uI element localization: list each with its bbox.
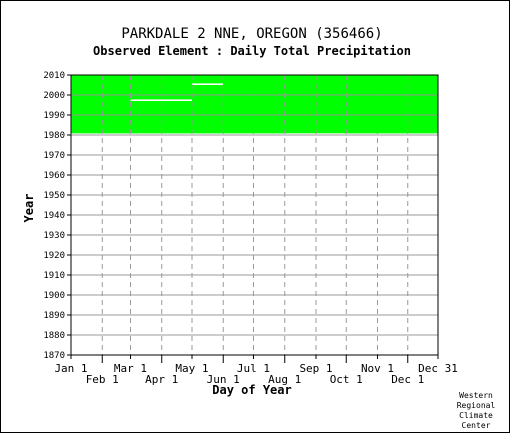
x-tick-label-upper-3: Jul 1 [237,362,270,375]
y-tick-label-2000: 2000 [43,91,65,101]
y-axis-label: Year [22,194,36,223]
y-tick-label-1990: 1990 [43,111,65,121]
x-tick-label-upper-2: May 1 [175,362,208,375]
x-tick-label-lower-3: Aug 1 [268,373,301,386]
chart-subtitle: Observed Element : Daily Total Precipita… [93,44,411,58]
chart-title: PARKDALE 2 NNE, OREGON (356466) [121,26,382,42]
credit-line-2: Regional [457,401,496,410]
y-tick-label-1880: 1880 [43,331,65,341]
y-tick-label-1890: 1890 [43,311,65,321]
credit-line-4: Center [462,421,491,430]
data-gap-1 [130,99,192,101]
x-tick-label-lower-4: Oct 1 [330,373,363,386]
x-tick-label-upper-5: Nov 1 [361,362,394,375]
data-gap-4 [316,133,347,135]
x-tick-label-upper-0: Jan 1 [54,362,87,375]
x-tick-label-lower-5: Dec 1 [391,373,424,386]
x-tick-label-upper-1: Mar 1 [114,362,147,375]
y-tick-label-1970: 1970 [43,151,65,161]
y-tick-label-1920: 1920 [43,251,65,261]
data-coverage [71,75,438,135]
data-gap-3 [284,133,317,135]
credit-line-3: Climate [459,411,493,420]
y-tick-label-1910: 1910 [43,271,65,281]
x-tick-label-lower-2: Jun 1 [207,373,240,386]
y-tick-label-2010: 2010 [43,71,65,81]
x-axis-label: Day of Year [212,383,291,397]
plot-area: 1870 1880 1890 1900 1910 1920 1930 1940 1950 1960… [43,71,458,386]
y-tick-label-1930: 1930 [43,231,65,241]
y-tick-label-1940: 1940 [43,211,65,221]
data-gap-0 [71,133,438,135]
y-tick-label-1980: 1980 [43,131,65,141]
y-tick-label-1870: 1870 [43,351,65,361]
y-tick-label-1900: 1900 [43,291,65,301]
data-gap-2 [191,83,224,85]
y-tick-label-1950: 1950 [43,191,65,201]
credit-block: Western Regional Climate Center [457,391,496,430]
credit-line-1: Western [459,391,493,400]
plot-border [70,74,439,356]
x-tick-label-upper-6: Dec 31 [418,362,458,375]
x-tick-label-lower-0: Feb 1 [86,373,119,386]
x-tick-label-upper-4: Sep 1 [299,362,332,375]
y-tick-label-1960: 1960 [43,171,65,181]
x-tick-label-lower-1: Apr 1 [145,373,178,386]
